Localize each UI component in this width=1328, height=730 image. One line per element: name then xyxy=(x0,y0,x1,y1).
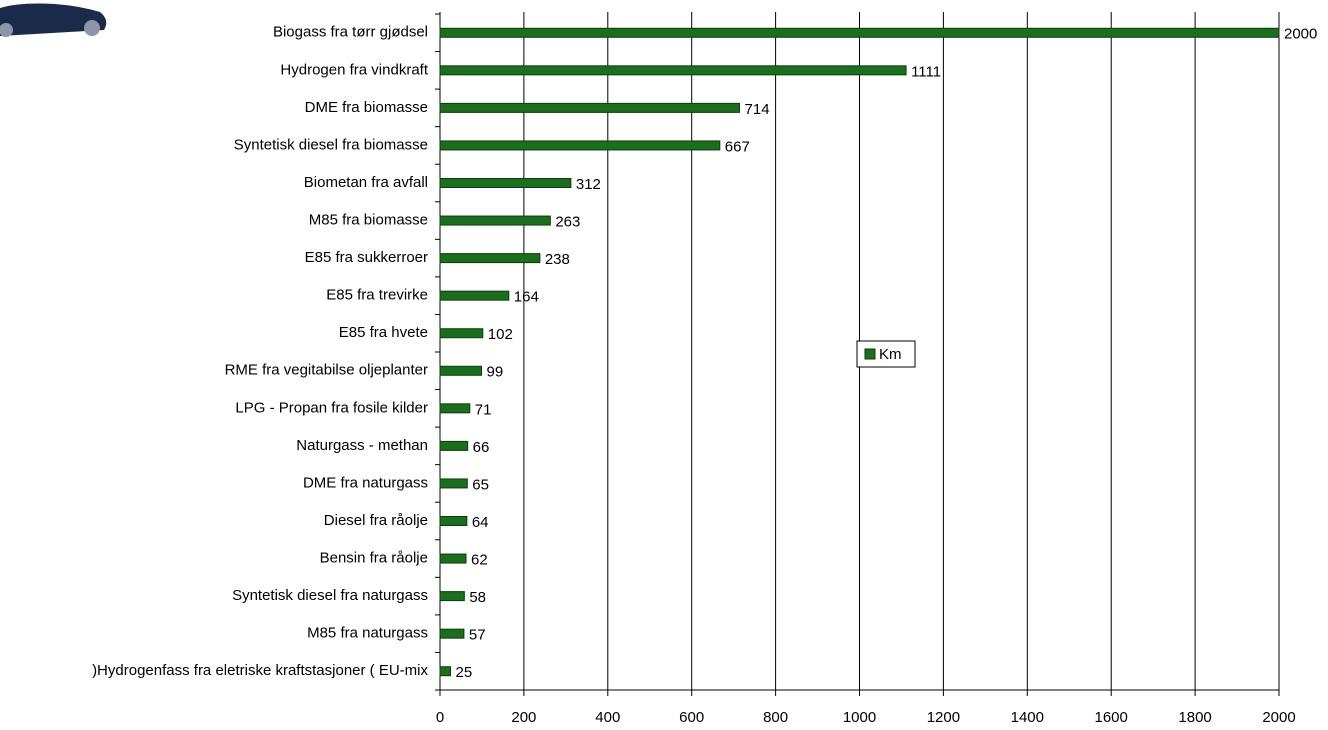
x-tick-label: 0 xyxy=(436,709,444,726)
y-tick-label: LPG - Propan fra fosile kilder xyxy=(235,399,428,416)
y-tick-label: M85 fra naturgass xyxy=(307,625,428,642)
y-tick-label: E85 fra sukkerroer xyxy=(305,249,428,266)
y-tick-label: M85 fra biomasse xyxy=(309,212,428,229)
bar xyxy=(439,290,510,301)
data-label: 1111 xyxy=(911,63,941,80)
y-tick-label: Biogass fra tørr gjødsel xyxy=(273,24,428,41)
bar xyxy=(439,666,451,677)
x-tick-label: 200 xyxy=(511,709,536,726)
data-label: 66 xyxy=(473,439,490,456)
data-label: 312 xyxy=(576,176,601,193)
legend-swatch xyxy=(864,348,876,360)
car-icon xyxy=(0,3,107,37)
bar xyxy=(439,65,907,76)
data-label: 57 xyxy=(469,627,486,644)
data-label: 25 xyxy=(455,664,472,681)
y-tick-label: DME fra biomasse xyxy=(305,99,428,116)
bar xyxy=(439,27,1280,38)
x-tick-label: 800 xyxy=(763,709,788,726)
x-tick-label: 1000 xyxy=(843,709,876,726)
y-tick-label: Diesel fra råolje xyxy=(324,512,428,529)
y-tick-label: DME fra naturgass xyxy=(303,474,428,491)
y-tick-label: Biometan fra avfall xyxy=(304,174,428,191)
data-label: 58 xyxy=(469,589,486,606)
x-tick-label: 2000 xyxy=(1262,709,1295,726)
bar xyxy=(439,403,471,414)
legend-label: Km xyxy=(879,346,902,363)
bar xyxy=(439,140,721,151)
bar xyxy=(439,365,483,376)
bar xyxy=(439,591,465,602)
x-tick-label: 1800 xyxy=(1178,709,1211,726)
data-label: 714 xyxy=(745,101,770,118)
bar xyxy=(439,553,467,564)
y-tick-label: Hydrogen fra vindkraft xyxy=(280,61,428,78)
car-wheel xyxy=(0,23,13,37)
data-label: 238 xyxy=(545,251,570,268)
bar xyxy=(439,178,572,188)
data-label: 263 xyxy=(555,214,580,231)
x-tick-label: 400 xyxy=(595,709,620,726)
data-label: 64 xyxy=(472,514,489,531)
bar xyxy=(439,102,741,113)
y-tick-label: Bensin fra råolje xyxy=(320,550,428,567)
data-label: 62 xyxy=(471,552,488,569)
x-tick-label: 1200 xyxy=(927,709,960,726)
car-body xyxy=(0,3,107,36)
y-tick-label: RME fra vegitabilse oljeplanter xyxy=(225,362,428,379)
y-tick-label: Syntetisk diesel fra biomasse xyxy=(234,136,428,153)
bar xyxy=(439,253,541,264)
y-tick-label: Syntetisk diesel fra naturgass xyxy=(232,587,428,604)
y-tick-label: E85 fra trevirke xyxy=(326,287,428,304)
data-label: 667 xyxy=(725,138,750,155)
y-tick-label: Naturgass - methan xyxy=(296,437,428,454)
data-label: 99 xyxy=(487,364,504,381)
x-tick-label: 1400 xyxy=(1011,709,1044,726)
bar xyxy=(439,328,484,339)
data-label: 164 xyxy=(514,289,539,306)
data-label: 71 xyxy=(475,401,492,418)
y-tick-label: )Hydrogenfass fra eletriske kraftstasjon… xyxy=(92,662,428,679)
x-tick-label: 1600 xyxy=(1095,709,1128,726)
bar xyxy=(439,516,468,526)
car-wheel xyxy=(84,20,100,36)
x-tick-label: 600 xyxy=(679,709,704,726)
data-label: 65 xyxy=(472,476,489,493)
bar xyxy=(439,478,468,489)
y-tick-label: E85 fra hvete xyxy=(339,324,428,341)
data-label: 2000 xyxy=(1284,26,1317,43)
bar xyxy=(439,628,465,639)
data-label: 102 xyxy=(488,326,513,343)
bar xyxy=(439,215,551,226)
bar xyxy=(439,440,469,451)
